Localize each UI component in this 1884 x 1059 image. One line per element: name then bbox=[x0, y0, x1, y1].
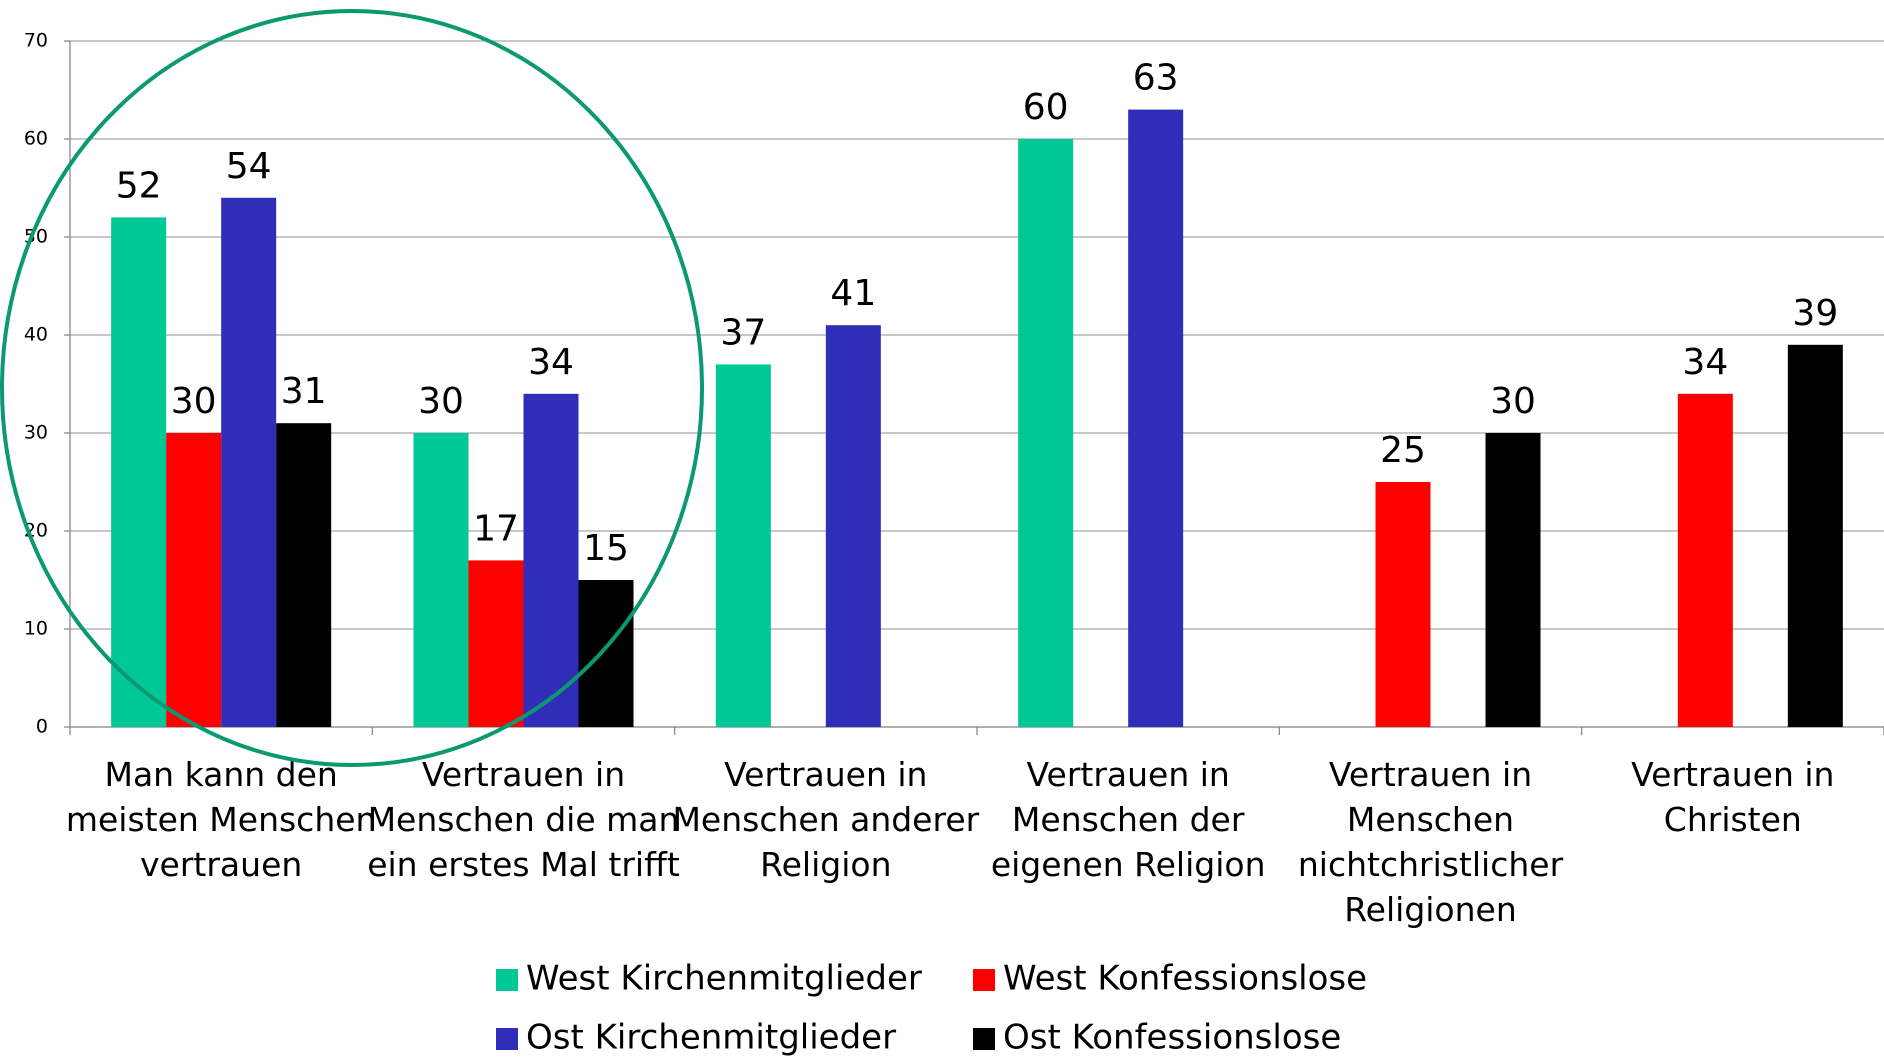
bar bbox=[523, 393, 579, 727]
legend-swatch bbox=[496, 969, 518, 991]
bar bbox=[111, 217, 167, 727]
y-tick-label: 40 bbox=[24, 324, 48, 346]
data-label: 30 bbox=[418, 381, 464, 422]
bar bbox=[1677, 393, 1733, 727]
highlight-circle bbox=[0, 9, 704, 767]
x-tick-label: Vertrauen in Menschen anderer Religion bbox=[672, 755, 979, 884]
bar bbox=[468, 560, 524, 727]
bar bbox=[413, 433, 469, 727]
y-tick-label: 60 bbox=[24, 128, 48, 150]
data-label: 34 bbox=[528, 342, 574, 383]
data-label: 60 bbox=[1023, 87, 1069, 128]
bar bbox=[1787, 344, 1843, 727]
y-tick-label: 0 bbox=[36, 716, 48, 738]
bar bbox=[1128, 109, 1184, 728]
data-label: 17 bbox=[473, 508, 519, 549]
bar bbox=[578, 580, 634, 727]
legend-swatch bbox=[973, 969, 995, 991]
bar bbox=[715, 364, 771, 727]
data-label: 30 bbox=[171, 381, 217, 422]
data-label: 30 bbox=[1490, 381, 1536, 422]
data-label: 25 bbox=[1380, 430, 1426, 471]
data-label: 37 bbox=[720, 312, 766, 353]
x-tick-label: Vertrauen in Christen bbox=[1631, 755, 1834, 839]
data-label: 41 bbox=[830, 273, 876, 314]
bar bbox=[1018, 139, 1074, 727]
data-label: 34 bbox=[1682, 342, 1728, 383]
legend-label: Ost Konfessionslose bbox=[1003, 1018, 1341, 1058]
legend-swatch bbox=[496, 1028, 518, 1050]
bar bbox=[1375, 482, 1431, 727]
bar bbox=[1485, 433, 1541, 727]
bar bbox=[221, 197, 277, 728]
data-label: 39 bbox=[1792, 293, 1838, 334]
bar bbox=[166, 433, 222, 727]
x-tick-label: Vertrauen in Menschen der eigenen Religion bbox=[991, 755, 1266, 884]
x-tick-label: Man kann den meisten Menschen vertrauen bbox=[66, 755, 377, 884]
y-tick-label: 30 bbox=[24, 422, 48, 444]
legend-label: West Konfessionslose bbox=[1003, 959, 1367, 999]
legend-swatch bbox=[973, 1028, 995, 1050]
y-tick-label: 10 bbox=[24, 618, 48, 640]
data-label: 52 bbox=[116, 165, 162, 206]
data-label: 54 bbox=[226, 146, 272, 187]
bar bbox=[825, 325, 881, 727]
legend-label: West Kirchenmitglieder bbox=[526, 959, 922, 999]
data-label: 63 bbox=[1133, 58, 1179, 99]
x-tick-label: Vertrauen in Menschen nichtchristlicher Rel… bbox=[1298, 755, 1564, 929]
y-tick-label: 70 bbox=[24, 30, 48, 52]
data-label: 31 bbox=[281, 371, 327, 412]
data-label: 15 bbox=[583, 528, 629, 569]
legend-label: Ost Kirchenmitglieder bbox=[526, 1018, 896, 1058]
bar bbox=[276, 423, 332, 727]
x-tick-label: Vertrauen in Menschen die man ein erstes M… bbox=[367, 755, 680, 884]
